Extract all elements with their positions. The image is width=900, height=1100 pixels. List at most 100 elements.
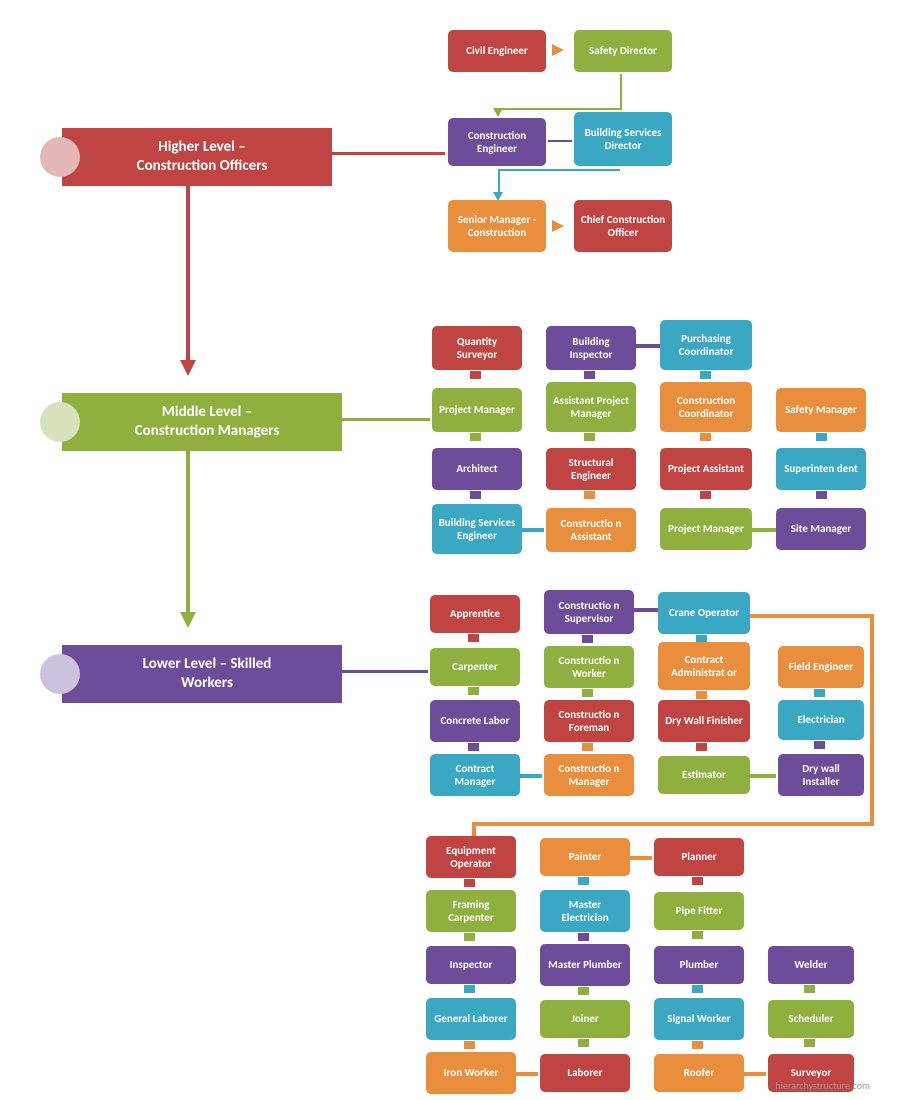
connector-line: [634, 608, 658, 612]
connector-line: [620, 74, 622, 110]
node-se: Structural Engineer: [546, 448, 636, 490]
node-lab: Laborer: [540, 1054, 630, 1092]
level-banner: Lower Level – SkilledWorkers: [62, 645, 342, 703]
connector-line: [186, 180, 190, 363]
connector-line: [340, 418, 430, 421]
connector-nub: [578, 877, 589, 885]
connector-line: [630, 856, 652, 860]
connector-line: [548, 140, 572, 142]
node-pc: Purchasing Coordinator: [660, 320, 752, 370]
level-header-higher: Higher Level –Construction Officers: [40, 128, 332, 186]
node-arch: Architect: [432, 448, 522, 490]
node-plan: Planner: [654, 838, 744, 876]
arrow-down-icon: [180, 612, 196, 628]
node-sup: Superinten dent: [776, 448, 866, 490]
connector-line: [522, 528, 544, 532]
node-pm2: Project Manager: [660, 508, 752, 550]
node-mp: Master Plumber: [540, 944, 630, 986]
connector-nub: [470, 491, 481, 499]
node-roof: Roofer: [654, 1054, 744, 1092]
connector-nub: [470, 371, 481, 379]
connector-nub: [584, 433, 595, 441]
node-fe: Field Engineer: [778, 646, 864, 688]
node-cco: Chief Construction Officer: [574, 200, 672, 252]
connector-nub: [804, 985, 815, 993]
level-banner: Middle Level –Construction Managers: [62, 393, 342, 451]
connector-line: [498, 108, 622, 110]
level-circle: [40, 654, 80, 694]
connector-nub: [578, 987, 589, 995]
arrow-right-icon: [552, 220, 564, 232]
connector-nub: [578, 1039, 589, 1047]
connector-line: [516, 1072, 538, 1076]
connector-nub: [468, 687, 479, 695]
node-sitem: Site Manager: [776, 508, 866, 550]
node-cw: Constructio n Worker: [544, 646, 634, 688]
connector-line: [330, 152, 445, 155]
connector-nub: [464, 933, 475, 941]
node-paint: Painter: [540, 838, 630, 876]
connector-nub: [692, 931, 703, 939]
connector-nub: [696, 743, 707, 751]
node-iw: Iron Worker: [426, 1052, 516, 1094]
connector-line: [750, 614, 872, 618]
connector-line: [744, 1072, 766, 1076]
node-smc: Senior Manager - Construction: [448, 200, 546, 252]
node-join: Joiner: [540, 1000, 630, 1038]
node-qs: Quantity Surveyor: [432, 326, 522, 370]
connector-nub: [464, 985, 475, 993]
connector-nub: [464, 1041, 475, 1049]
connector-line: [472, 822, 476, 836]
watermark: hierarchystructure.com: [775, 1079, 870, 1092]
connector-line: [870, 614, 874, 824]
level-circle: [40, 402, 80, 442]
node-pf: Pipe Fitter: [654, 892, 744, 930]
node-cadmin: Contract Administrat or: [658, 642, 750, 690]
connector-nub: [692, 1041, 703, 1049]
node-civil_eng: Civil Engineer: [448, 30, 546, 72]
node-ca: Constructio n Assistant: [546, 508, 636, 552]
connector-nub: [584, 491, 595, 499]
node-cf: Constructio n Foreman: [544, 700, 634, 742]
connector-nub: [468, 743, 479, 751]
node-me: Master Electrician: [540, 890, 630, 932]
node-plum: Plumber: [654, 946, 744, 984]
node-bsd: Building Services Director: [574, 112, 672, 166]
node-csup: Constructio n Supervisor: [544, 590, 634, 634]
node-carp: Carpenter: [430, 648, 520, 686]
level-header-middle: Middle Level –Construction Managers: [40, 393, 342, 451]
connector-nub: [470, 433, 481, 441]
arrow-down-icon: [180, 360, 196, 376]
node-elec: Electrician: [778, 700, 864, 740]
node-gl: General Laborer: [426, 998, 516, 1040]
connector-line: [750, 528, 776, 532]
node-est: Estimator: [658, 756, 750, 794]
node-constr_eng: Construction Engineer: [448, 118, 546, 166]
node-sw: Signal Worker: [654, 998, 744, 1040]
connector-nub: [692, 985, 703, 993]
node-pa: Project Assistant: [660, 448, 752, 490]
connector-nub: [804, 1039, 815, 1047]
connector-nub: [700, 491, 711, 499]
connector-nub: [584, 371, 595, 379]
connector-line: [340, 670, 428, 673]
connector-nub: [468, 634, 479, 642]
node-sched: Scheduler: [768, 1000, 854, 1038]
level-banner: Higher Level –Construction Officers: [62, 128, 332, 186]
arrow-down-icon: [493, 108, 503, 117]
arrow-right-icon: [552, 44, 564, 56]
connector-nub: [700, 371, 711, 379]
node-cc: Construction Coordinator: [660, 382, 752, 432]
node-pm: Project Manager: [432, 388, 522, 432]
node-appr: Apprentice: [430, 595, 520, 633]
node-apm: Assistant Project Manager: [546, 382, 636, 432]
connector-nub: [582, 635, 593, 643]
connector-nub: [696, 691, 707, 699]
connector-nub: [700, 433, 711, 441]
connector-nub: [816, 433, 827, 441]
connector-nub: [464, 879, 475, 887]
connector-nub: [692, 877, 703, 885]
connector-line: [472, 822, 874, 826]
connector-line: [750, 774, 776, 778]
node-fc: Framing Carpenter: [426, 890, 516, 932]
